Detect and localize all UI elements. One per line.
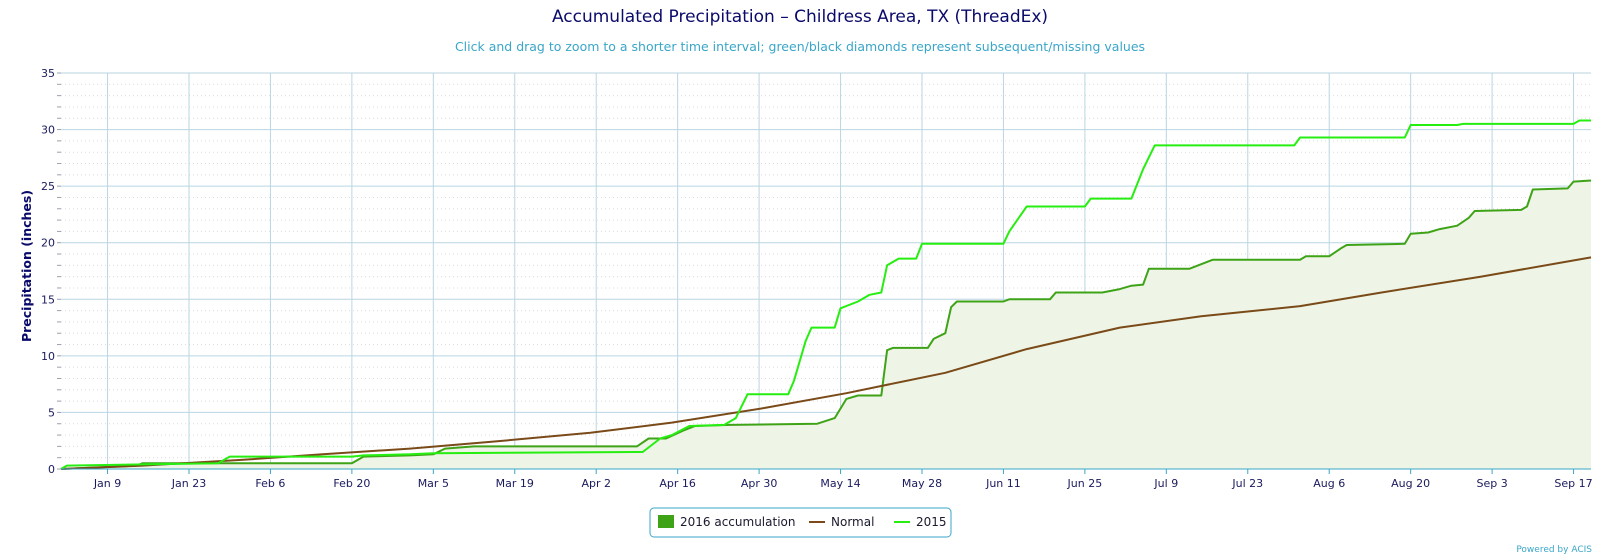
x-tick-label: Apr 16: [659, 477, 696, 490]
axes: 0 5 10 15 20 25 30 35 Jan 9 Jan 23 Feb 6 Feb 20 Mar …: [41, 67, 1593, 490]
legend-label-normal: Normal: [831, 515, 874, 529]
series-line-normal[interactable]: [60, 256, 1592, 470]
x-tick-label: Feb 20: [333, 477, 370, 490]
x-tick-label: Sep 17: [1554, 477, 1592, 490]
x-tick-label: Apr 2: [581, 477, 611, 490]
x-tick-label: Jul 23: [1231, 477, 1263, 490]
x-tick-label: Feb 6: [255, 477, 285, 490]
y-tick-label: 30: [41, 124, 55, 137]
legend-swatch-2016: [658, 515, 674, 528]
y-tick-label: 0: [48, 463, 55, 476]
x-tick-label: Sep 3: [1476, 477, 1507, 490]
chart-subtitle: Click and drag to zoom to a shorter time…: [455, 39, 1145, 54]
x-tick-label: Mar 5: [418, 477, 449, 490]
y-axis-title: Precipitation (inches): [19, 190, 34, 342]
x-tick-label: Apr 30: [741, 477, 778, 490]
legend-item-2015[interactable]: 2015: [894, 515, 947, 529]
chart-title: Accumulated Precipitation – Childress Ar…: [552, 7, 1048, 27]
y-tick-label: 25: [41, 180, 55, 193]
legend-item-normal[interactable]: Normal: [809, 515, 874, 529]
x-tick-label: Jun 25: [1067, 477, 1103, 490]
x-tick-label: Jul 9: [1153, 477, 1178, 490]
y-tick-label: 35: [41, 67, 55, 80]
x-tick-label: Aug 6: [1313, 477, 1345, 490]
x-tick-label: May 14: [820, 477, 860, 490]
line-layer[interactable]: [60, 119, 1592, 470]
x-tick-label: Jan 23: [171, 477, 206, 490]
x-tick-label: Mar 19: [496, 477, 534, 490]
x-tick-label: May 28: [902, 477, 942, 490]
legend-item-2016-accumulation[interactable]: 2016 accumulation: [658, 515, 795, 529]
legend[interactable]: 2016 accumulation Normal 2015: [649, 507, 952, 538]
legend-label-2015: 2015: [916, 515, 947, 529]
legend-label-2016: 2016 accumulation: [680, 515, 795, 529]
y-tick-label: 5: [48, 406, 55, 419]
x-tick-label: Jun 11: [985, 477, 1021, 490]
series-area-2016-accumulation: [61, 180, 1591, 469]
series-line-2016-accumulation[interactable]: [60, 179, 1592, 470]
x-tick-label: Aug 20: [1391, 477, 1430, 490]
series-line-2015[interactable]: [60, 119, 1591, 470]
y-tick-label: 15: [41, 293, 55, 306]
y-tick-label: 10: [41, 350, 55, 363]
area-layer: [61, 180, 1591, 469]
y-tick-label: 20: [41, 237, 55, 250]
x-tick-label: Jan 9: [93, 477, 121, 490]
legend-box: [649, 507, 952, 538]
credit-link[interactable]: Powered by ACIS: [1516, 545, 1592, 555]
